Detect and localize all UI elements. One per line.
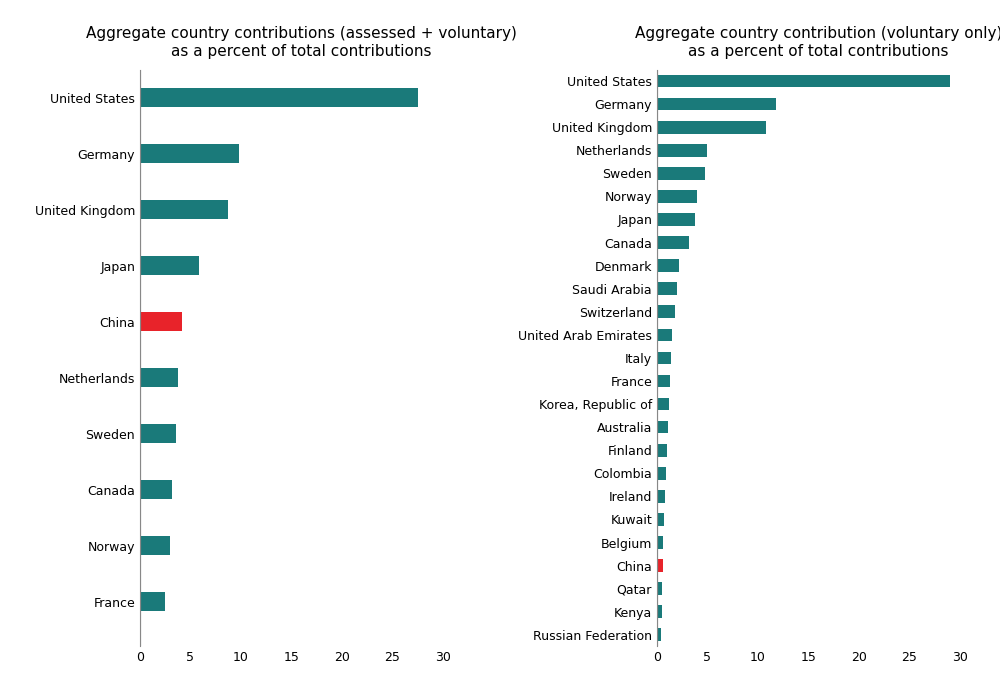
Bar bbox=[657, 352, 671, 364]
Bar bbox=[657, 398, 669, 411]
Bar bbox=[140, 200, 228, 219]
Bar bbox=[140, 592, 165, 611]
Bar bbox=[140, 480, 172, 499]
Title: Aggregate country contribution (voluntary only)
as a percent of total contributi: Aggregate country contribution (voluntar… bbox=[635, 26, 1000, 58]
Bar bbox=[657, 74, 950, 88]
Bar bbox=[657, 490, 665, 502]
Bar bbox=[657, 329, 672, 341]
Bar bbox=[657, 420, 668, 434]
Bar bbox=[140, 537, 170, 555]
Bar bbox=[657, 375, 670, 387]
Bar bbox=[657, 259, 679, 272]
Bar bbox=[657, 282, 677, 295]
Title: Aggregate country contributions (assessed + voluntary)
as a percent of total con: Aggregate country contributions (assesse… bbox=[86, 26, 517, 58]
Bar bbox=[140, 88, 418, 107]
Bar bbox=[657, 605, 662, 618]
Bar bbox=[140, 145, 239, 163]
Bar bbox=[657, 213, 695, 226]
Bar bbox=[140, 256, 199, 275]
Bar bbox=[657, 305, 675, 318]
Bar bbox=[140, 368, 178, 386]
Bar bbox=[657, 190, 697, 203]
Bar bbox=[657, 582, 662, 595]
Bar bbox=[657, 144, 707, 156]
Bar bbox=[657, 536, 663, 549]
Bar bbox=[657, 444, 667, 457]
Bar bbox=[140, 312, 182, 331]
Bar bbox=[657, 513, 664, 526]
Bar bbox=[657, 628, 661, 641]
Bar bbox=[657, 121, 766, 133]
Bar bbox=[657, 467, 666, 480]
Bar bbox=[657, 236, 689, 249]
Bar bbox=[140, 424, 176, 443]
Bar bbox=[657, 98, 776, 111]
Bar bbox=[657, 167, 705, 180]
Bar bbox=[657, 559, 663, 572]
